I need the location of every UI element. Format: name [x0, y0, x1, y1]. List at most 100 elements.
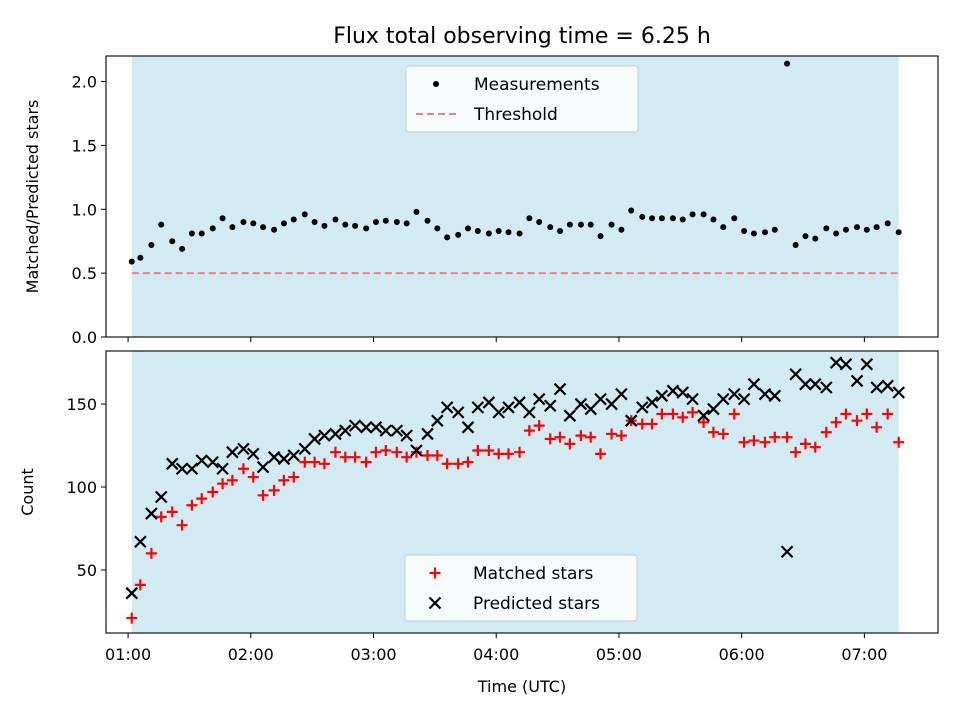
data-point — [288, 471, 300, 483]
data-point — [854, 224, 861, 231]
data-point — [871, 421, 883, 433]
data-point — [444, 234, 451, 241]
series-matched-stars — [126, 406, 905, 624]
data-point — [128, 258, 135, 265]
data-point — [169, 238, 176, 245]
data-point — [360, 456, 372, 468]
data-point — [154, 490, 168, 504]
data-point — [748, 435, 760, 447]
data-point — [710, 216, 717, 223]
data-point — [553, 382, 567, 396]
data-point — [134, 535, 147, 549]
data-point — [882, 408, 894, 420]
data-point — [391, 446, 403, 458]
data-point — [839, 357, 853, 371]
data-point — [658, 215, 665, 222]
data-point — [465, 225, 472, 232]
data-point — [134, 579, 146, 591]
data-point — [321, 222, 328, 229]
panels: 0.0 0.5 1.0 1.5 2.0 Matched/Predicted stars Me… — [18, 55, 939, 696]
panel-2: 50 100 150 01:00 02:00 03:00 04:00 05:00 06:00 07… — [18, 350, 939, 696]
series-predicted-stars — [125, 356, 906, 600]
data-point — [536, 219, 543, 226]
data-point — [299, 456, 311, 468]
data-point — [421, 427, 434, 441]
data-point — [379, 424, 393, 437]
data-point — [290, 216, 297, 223]
data-point — [332, 216, 339, 223]
data-point — [523, 406, 536, 419]
data-point — [145, 507, 158, 520]
legend-label: Measurements — [474, 75, 600, 95]
data-point — [505, 229, 512, 236]
data-point — [308, 432, 321, 446]
data-point — [493, 448, 505, 460]
data-point — [698, 416, 710, 428]
data-point — [410, 444, 423, 457]
data-point — [820, 381, 833, 394]
data-point — [401, 451, 413, 463]
data-point — [547, 224, 554, 231]
data-point — [229, 224, 236, 231]
data-point — [352, 222, 359, 229]
data-point — [646, 418, 658, 430]
data-point — [823, 225, 830, 232]
data-point — [563, 409, 577, 422]
data-point — [250, 220, 257, 227]
data-point — [728, 408, 740, 420]
data-point — [363, 225, 370, 232]
data-point — [820, 426, 832, 438]
data-point — [716, 392, 730, 406]
data-point — [533, 420, 545, 432]
data-point — [339, 451, 351, 463]
data-point — [301, 211, 308, 218]
data-point — [687, 406, 699, 418]
data-point — [676, 386, 690, 399]
axes-frame — [105, 55, 939, 338]
data-point — [260, 224, 267, 231]
legend-label: Matched stars — [473, 564, 593, 584]
data-point — [256, 460, 270, 474]
data-point — [584, 402, 597, 416]
data-point — [380, 445, 392, 457]
x-tick-label: 02:00 — [228, 645, 274, 664]
data-point — [587, 221, 594, 228]
data-point — [636, 418, 648, 430]
data-point — [434, 225, 441, 232]
data-point — [165, 457, 179, 471]
data-point — [148, 242, 155, 249]
data-point — [686, 392, 699, 406]
data-point — [585, 431, 597, 443]
data-point — [431, 414, 444, 427]
panel-1: 0.0 0.5 1.0 1.5 2.0 Matched/Predicted stars Me… — [23, 55, 939, 347]
x-tick-label: 07:00 — [841, 645, 887, 664]
data-point — [884, 220, 891, 227]
data-point — [666, 384, 680, 398]
data-point — [137, 254, 144, 261]
data-point — [318, 458, 330, 470]
data-point — [615, 430, 627, 442]
data-point — [424, 217, 431, 224]
data-point — [677, 411, 689, 423]
data-point — [155, 511, 167, 523]
data-point — [809, 441, 821, 453]
data-point — [280, 220, 287, 227]
data-point — [564, 438, 576, 450]
data-point — [768, 389, 782, 403]
data-point — [769, 431, 781, 443]
x-tick-label: 03:00 — [350, 645, 396, 664]
data-point — [792, 242, 799, 249]
data-point — [700, 211, 707, 218]
legend-swatch — [429, 567, 441, 579]
x-tick-label: 05:00 — [596, 645, 642, 664]
data-point — [689, 211, 696, 218]
data-point — [780, 545, 794, 558]
data-point — [410, 446, 422, 458]
y-tick-label: 100 — [66, 478, 97, 497]
data-point — [145, 547, 157, 559]
data-point — [472, 445, 484, 457]
data-point — [618, 226, 625, 233]
data-point — [298, 442, 312, 456]
data-point — [195, 454, 208, 467]
